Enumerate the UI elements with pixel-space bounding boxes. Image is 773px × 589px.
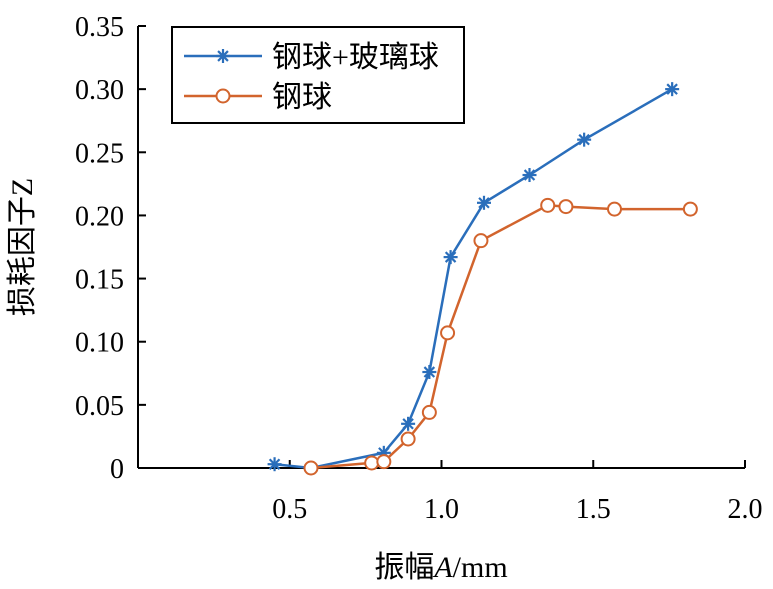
asterisk-stroke — [217, 50, 229, 62]
legend-item: 钢球+玻璃球 — [184, 41, 439, 74]
data-point — [401, 416, 416, 431]
data-point — [682, 201, 698, 217]
asterisk-stroke — [478, 197, 490, 209]
asterisk-stroke — [666, 83, 678, 95]
series-line — [310, 204, 691, 470]
x-axis-title-prefix: 振幅 — [374, 551, 434, 584]
data-point — [376, 454, 392, 470]
asterisk-stroke — [444, 251, 457, 263]
asterisk-stroke — [423, 366, 436, 378]
legend-item: 钢球 — [184, 81, 332, 114]
x-axis-title-variable: A — [432, 551, 453, 584]
legend-marker — [215, 88, 231, 104]
asterisk-stroke — [523, 169, 536, 181]
data-point — [606, 201, 622, 217]
data-point — [303, 460, 319, 476]
data-point — [577, 132, 592, 147]
ticks: 0 0.05 0.10 0.15 0.20 0.25 0.30 0.35 0.5 1.0 1.5 2.… — [75, 12, 763, 525]
x-tick-label: 1.5 — [576, 494, 611, 525]
x-tick-label: 2.0 — [728, 494, 763, 525]
data-point — [540, 197, 556, 213]
data-point — [440, 325, 456, 341]
legend-label: 钢球+玻璃球 — [272, 41, 439, 74]
data-point — [558, 199, 574, 215]
x-tick-label: 0.5 — [272, 494, 307, 525]
asterisk-stroke — [268, 458, 281, 470]
y-tick-label: 0.05 — [75, 391, 124, 422]
y-axis-title: 损耗因子Z — [6, 178, 39, 316]
series-2 — [303, 197, 698, 476]
data-point — [421, 404, 437, 420]
x-tick-label: 1.0 — [424, 494, 459, 525]
asterisk-stroke — [578, 133, 590, 146]
y-tick-label: 0 — [110, 454, 124, 485]
data-point — [364, 455, 380, 471]
series-layer — [267, 82, 698, 476]
data-point — [267, 457, 282, 472]
data-point — [473, 233, 489, 249]
data-point — [400, 431, 416, 447]
y-tick-label: 0.35 — [75, 12, 124, 43]
y-tick-label: 0.30 — [75, 75, 124, 106]
x-axis-title: 振幅A/mm — [374, 551, 507, 584]
legend-box — [171, 26, 465, 124]
y-tick-label: 0.20 — [75, 201, 124, 232]
legend-label: 钢球 — [272, 81, 332, 114]
data-point — [443, 250, 458, 265]
data-point — [665, 82, 680, 97]
asterisk-stroke — [402, 418, 414, 430]
legend-marker — [216, 49, 230, 63]
series-line — [274, 88, 673, 470]
data-point — [476, 195, 491, 210]
data-point — [522, 168, 537, 183]
series-1 — [267, 82, 680, 475]
data-point — [422, 365, 437, 380]
y-tick-label: 0.15 — [75, 265, 124, 296]
x-axis-title-unit: /mm — [453, 551, 508, 584]
y-tick-label: 0.10 — [75, 328, 124, 359]
y-tick-label: 0.25 — [75, 138, 124, 169]
